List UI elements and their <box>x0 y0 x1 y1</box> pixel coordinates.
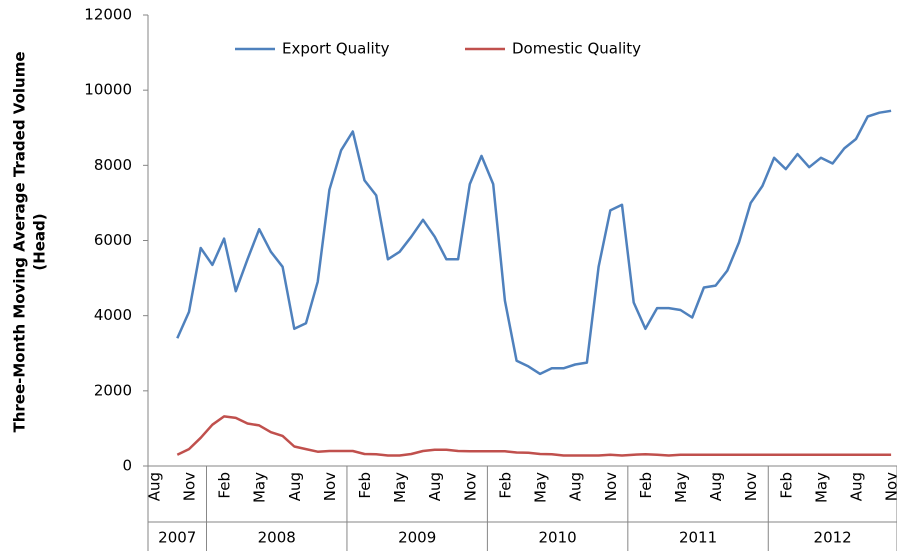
x-tick-label: May <box>391 472 409 503</box>
legend-label: Export Quality <box>282 40 390 58</box>
year-label: 2010 <box>539 529 577 547</box>
y-tick-label: 0 <box>122 457 132 475</box>
x-tick-label: May <box>251 472 269 503</box>
x-tick-label: Feb <box>777 472 795 499</box>
y-tick-label: 4000 <box>94 306 132 324</box>
x-tick-label: Nov <box>602 472 620 501</box>
x-tick-label: Feb <box>496 472 514 499</box>
x-tick-label: Nov <box>180 472 198 501</box>
year-label: 2008 <box>258 529 296 547</box>
x-tick-label: Nov <box>883 472 897 501</box>
x-tick-label: Nov <box>742 472 760 501</box>
y-axis-label: (Head) <box>31 213 49 270</box>
x-tick-label: Aug <box>145 472 163 501</box>
series-line <box>176 415 892 457</box>
x-tick-label: Nov <box>321 472 339 501</box>
y-axis-label: Three-Month Moving Average Traded Volume <box>11 51 29 432</box>
year-label: 2011 <box>679 529 717 547</box>
x-tick-label: Aug <box>567 472 585 501</box>
x-tick-label: Feb <box>356 472 374 499</box>
x-tick-label: Feb <box>637 472 655 499</box>
x-tick-label: Aug <box>426 472 444 501</box>
year-label: 2012 <box>814 529 852 547</box>
y-tick-label: 6000 <box>94 231 132 249</box>
legend-label: Domestic Quality <box>512 40 641 58</box>
y-tick-label: 12000 <box>84 6 132 24</box>
x-tick-label: May <box>532 472 550 503</box>
year-label: 2007 <box>158 529 196 547</box>
x-tick-label: Aug <box>286 472 304 501</box>
x-tick-label: May <box>672 472 690 503</box>
y-tick-label: 2000 <box>94 381 132 399</box>
series-line <box>176 109 892 376</box>
x-tick-label: Aug <box>707 472 725 501</box>
year-label: 2009 <box>398 529 436 547</box>
y-tick-label: 10000 <box>84 81 132 99</box>
x-tick-label: May <box>812 472 830 503</box>
y-tick-label: 8000 <box>94 156 132 174</box>
x-tick-label: Feb <box>216 472 234 499</box>
x-tick-label: Aug <box>848 472 866 501</box>
x-tick-label: Nov <box>461 472 479 501</box>
